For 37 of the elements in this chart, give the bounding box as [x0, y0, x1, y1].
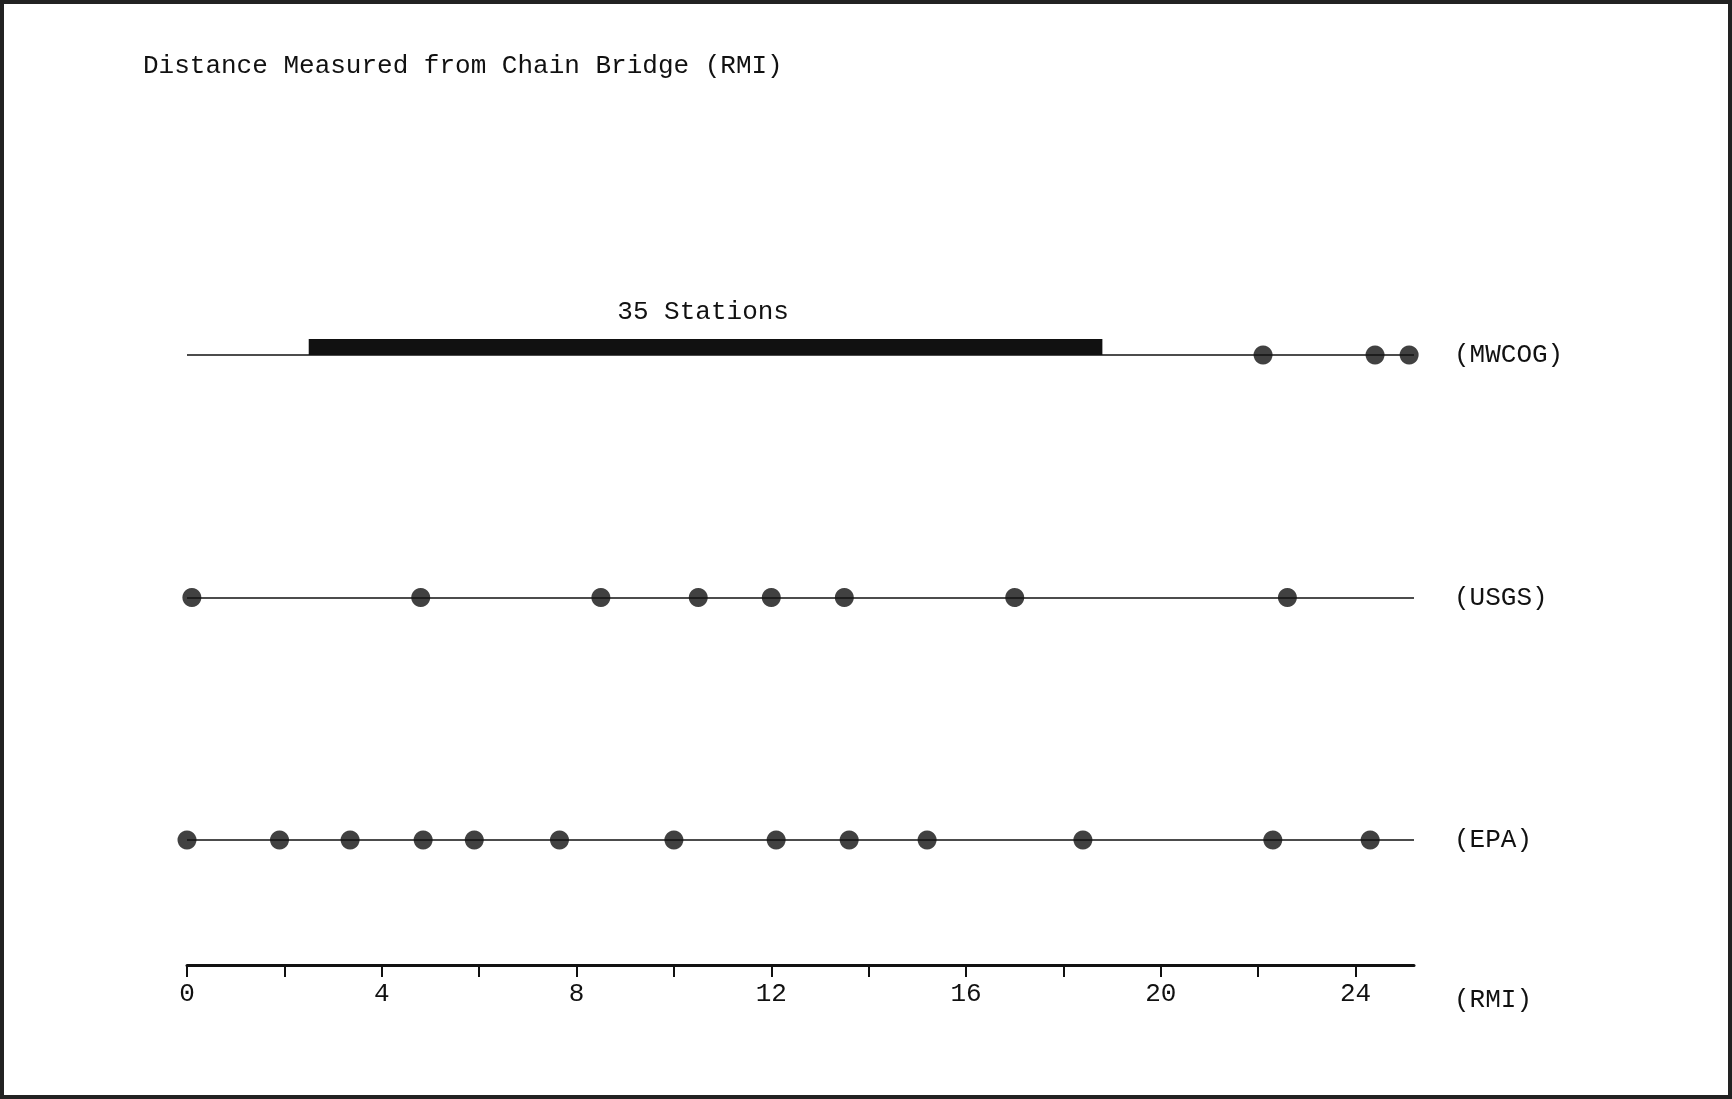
x-tick-label: 0 — [179, 979, 195, 1009]
point — [182, 588, 202, 607]
x-tick-label: 20 — [1145, 979, 1177, 1009]
point — [1399, 345, 1419, 365]
x-tick-label: 8 — [568, 979, 585, 1009]
point — [1253, 345, 1273, 365]
point — [664, 830, 684, 850]
point — [688, 588, 708, 607]
x-tick-label: 16 — [950, 979, 982, 1009]
point — [177, 830, 197, 850]
point — [550, 830, 569, 850]
point — [1360, 830, 1380, 850]
point — [834, 588, 854, 607]
y-tick-label: (MWCOG) — [1454, 340, 1564, 370]
chart-title: Distance Measured from Chain Bridge (RMI) — [143, 51, 783, 81]
point — [591, 588, 611, 607]
point — [270, 830, 290, 850]
annotation: 35 Stations — [617, 297, 789, 327]
y-tick-label: (USGS) — [1454, 582, 1548, 613]
x-tick-label: 24 — [1339, 979, 1372, 1009]
point — [1005, 588, 1025, 607]
point — [917, 830, 937, 850]
point — [1365, 345, 1385, 365]
point — [1277, 588, 1297, 607]
x-axis-title: (RMI) — [1454, 985, 1533, 1015]
point — [413, 830, 433, 850]
point — [839, 830, 859, 850]
point — [411, 588, 431, 607]
point — [464, 830, 484, 850]
x-tick-label: 12 — [755, 979, 787, 1009]
y-tick-label: (EPA) — [1454, 825, 1533, 855]
point — [766, 830, 786, 850]
point — [340, 830, 360, 850]
x-tick-label: 4 — [373, 979, 390, 1009]
point — [1073, 830, 1093, 850]
point — [1263, 830, 1283, 850]
point — [761, 588, 781, 607]
